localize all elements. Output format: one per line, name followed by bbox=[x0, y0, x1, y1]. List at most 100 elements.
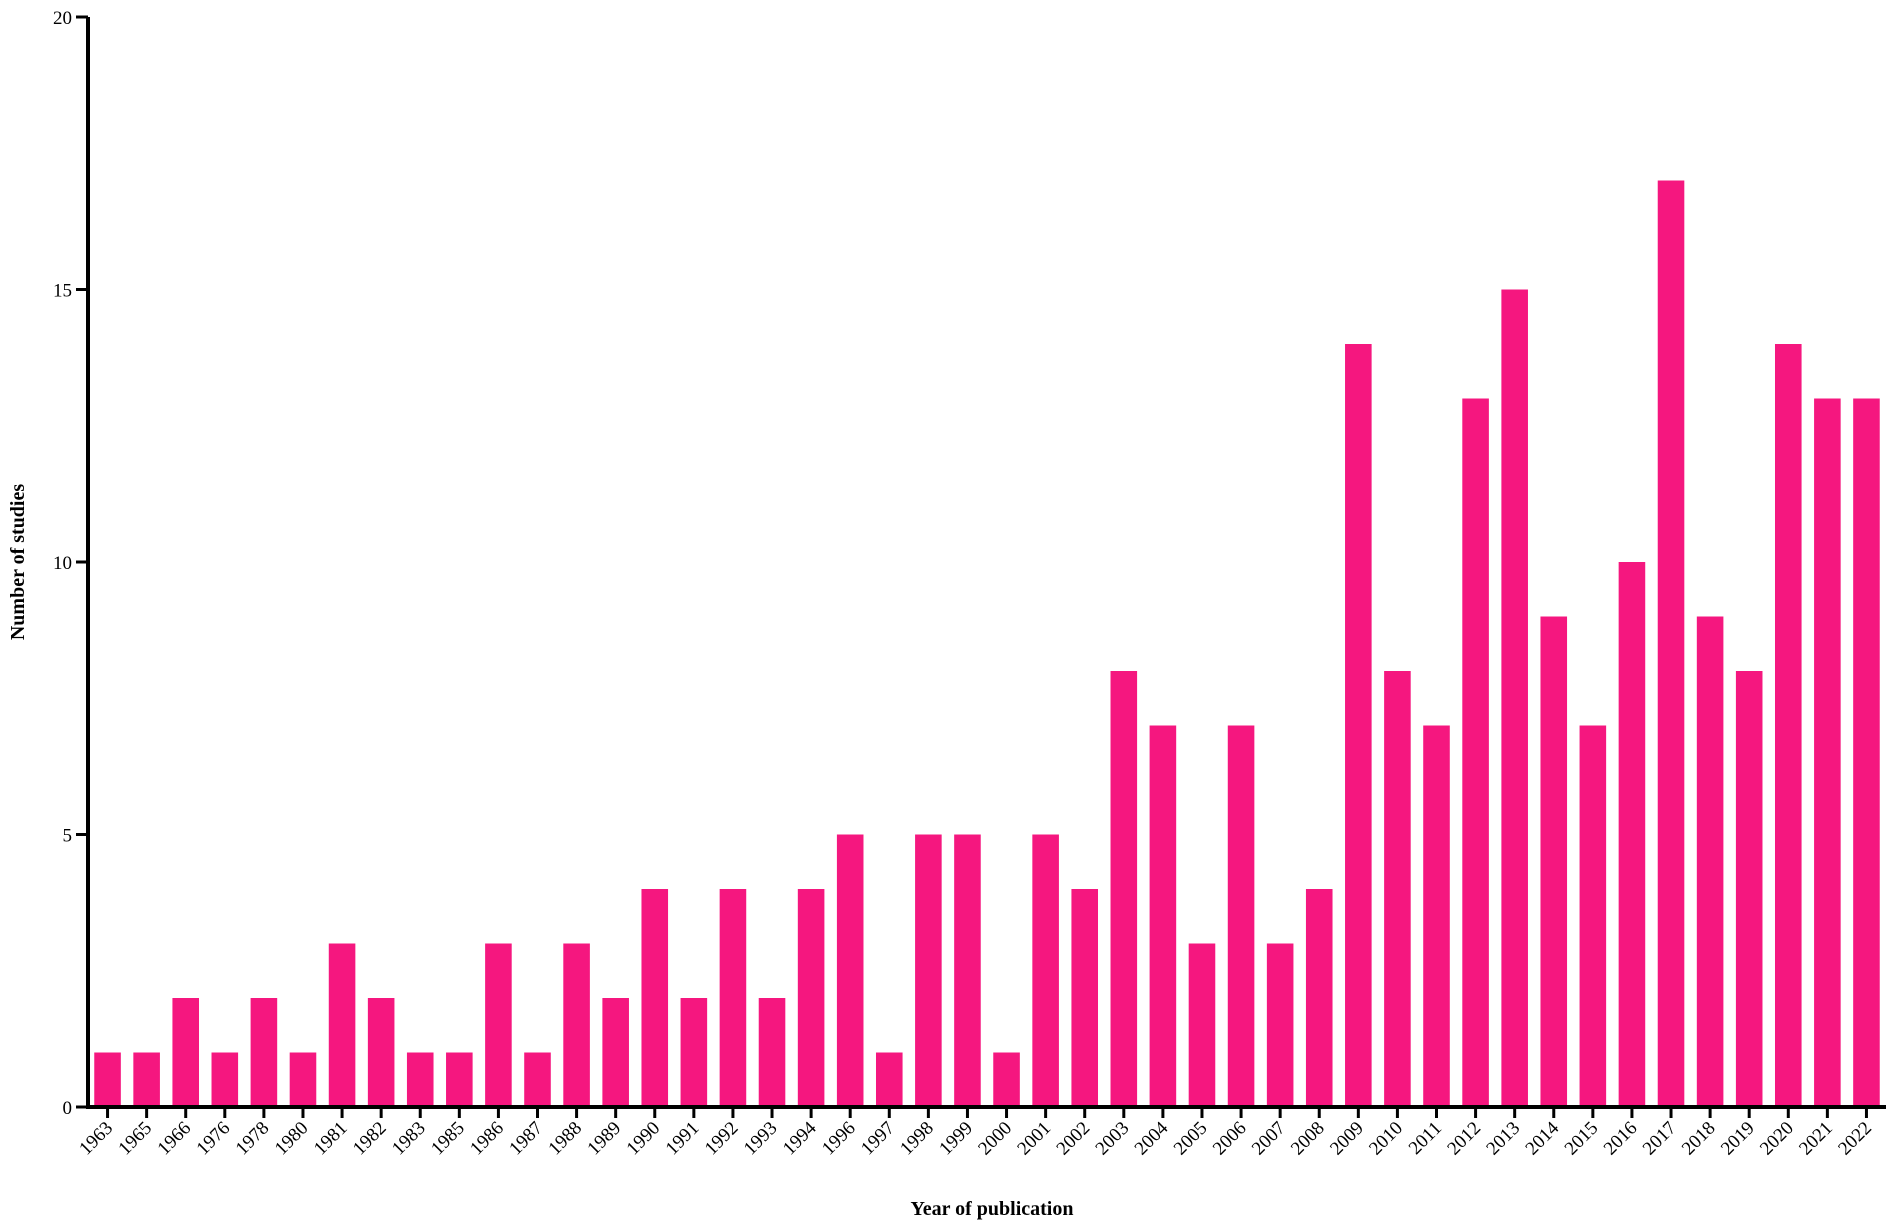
bar-1987 bbox=[524, 1052, 551, 1107]
bar-2005 bbox=[1188, 943, 1216, 1107]
bar-1982 bbox=[367, 998, 395, 1107]
bar-2004 bbox=[1149, 725, 1177, 1107]
x-tick-label: 1983 bbox=[388, 1118, 430, 1160]
x-tick-label: 2000 bbox=[974, 1118, 1016, 1160]
x-tick-label: 2014 bbox=[1522, 1117, 1564, 1159]
bar-1988 bbox=[563, 943, 590, 1107]
x-tick-label: 2004 bbox=[1131, 1117, 1173, 1159]
y-tick-label: 15 bbox=[53, 281, 72, 302]
bar-2003 bbox=[1110, 671, 1138, 1107]
x-axis-title: Year of publication bbox=[911, 1198, 1074, 1220]
x-ticks: 1963196519661976197819801981198219831985… bbox=[75, 1107, 1876, 1159]
y-tick-label: 20 bbox=[53, 8, 72, 29]
bar-2011 bbox=[1423, 725, 1450, 1107]
bar-2010 bbox=[1384, 671, 1411, 1107]
bar-1981 bbox=[328, 943, 356, 1107]
x-tick-label: 1982 bbox=[349, 1118, 391, 1160]
bar-2006 bbox=[1227, 725, 1255, 1107]
bar-2015 bbox=[1579, 725, 1607, 1107]
bar-2001 bbox=[1032, 834, 1059, 1107]
x-tick-label: 1978 bbox=[232, 1118, 274, 1160]
x-tick-label: 1993 bbox=[740, 1118, 782, 1160]
x-tick-label: 2003 bbox=[1092, 1118, 1134, 1160]
bar-1963 bbox=[94, 1052, 121, 1107]
bar-2012 bbox=[1462, 398, 1489, 1107]
bar-1983 bbox=[406, 1052, 434, 1107]
bar-1976 bbox=[211, 1052, 239, 1107]
x-tick-label: 1985 bbox=[427, 1118, 469, 1160]
bar-2000 bbox=[993, 1052, 1020, 1107]
x-tick-label: 1996 bbox=[818, 1118, 860, 1160]
bar-1993 bbox=[758, 998, 786, 1107]
x-tick-label: 1966 bbox=[154, 1118, 196, 1160]
bar-1966 bbox=[172, 998, 200, 1107]
bar-2002 bbox=[1071, 889, 1099, 1107]
x-tick-label: 2002 bbox=[1053, 1118, 1095, 1160]
bar-2014 bbox=[1540, 616, 1568, 1107]
x-tick-label: 2019 bbox=[1717, 1118, 1759, 1160]
bar-2019 bbox=[1735, 671, 1763, 1107]
x-tick-label: 1994 bbox=[779, 1117, 821, 1159]
x-tick-label: 1988 bbox=[544, 1118, 586, 1160]
x-tick-label: 1989 bbox=[583, 1118, 625, 1160]
x-tick-label: 2013 bbox=[1482, 1118, 1524, 1160]
bar-1965 bbox=[133, 1052, 160, 1107]
x-tick-label: 1990 bbox=[623, 1118, 665, 1160]
bar-2017 bbox=[1657, 180, 1685, 1107]
x-tick-label: 2012 bbox=[1443, 1118, 1485, 1160]
x-tick-label: 2007 bbox=[1248, 1118, 1290, 1160]
bar-1991 bbox=[680, 998, 708, 1107]
x-tick-label: 2010 bbox=[1365, 1118, 1407, 1160]
bar-2020 bbox=[1774, 344, 1802, 1107]
x-tick-label: 2006 bbox=[1209, 1118, 1251, 1160]
x-tick-label: 1991 bbox=[662, 1118, 704, 1160]
bar-1989 bbox=[602, 998, 629, 1107]
x-tick-label: 1980 bbox=[271, 1118, 313, 1160]
y-ticks: 0 5 10 15 20 bbox=[53, 8, 88, 1119]
x-tick-label: 1986 bbox=[466, 1118, 508, 1160]
x-tick-label: 1976 bbox=[193, 1118, 235, 1160]
x-tick-label: 1963 bbox=[75, 1118, 117, 1160]
bar-2013 bbox=[1501, 289, 1528, 1107]
bar-1996 bbox=[836, 834, 864, 1107]
x-tick-label: 2015 bbox=[1561, 1118, 1603, 1160]
bar-1994 bbox=[797, 889, 825, 1107]
bar-1978 bbox=[250, 998, 278, 1107]
x-tick-label: 2020 bbox=[1756, 1118, 1798, 1160]
x-tick-label: 1987 bbox=[505, 1118, 547, 1160]
x-tick-label: 2005 bbox=[1170, 1118, 1212, 1160]
y-axis-title: Number of studies bbox=[7, 484, 29, 641]
y-tick-label: 0 bbox=[63, 1098, 73, 1119]
x-tick-label: 2011 bbox=[1405, 1118, 1446, 1159]
bar-1990 bbox=[641, 889, 669, 1107]
bar-1986 bbox=[485, 943, 512, 1107]
x-tick-label: 2021 bbox=[1795, 1118, 1837, 1160]
bar-1980 bbox=[289, 1052, 317, 1107]
bar-1985 bbox=[446, 1052, 473, 1107]
x-tick-label: 1981 bbox=[310, 1118, 352, 1160]
bar-1998 bbox=[915, 834, 942, 1107]
bars-group bbox=[94, 180, 1880, 1107]
bar-2022 bbox=[1853, 398, 1880, 1107]
y-tick-label: 5 bbox=[63, 826, 73, 847]
bar-2007 bbox=[1266, 943, 1294, 1107]
x-tick-label: 2017 bbox=[1639, 1118, 1681, 1160]
bar-1997 bbox=[875, 1052, 903, 1107]
x-tick-label: 2009 bbox=[1326, 1118, 1368, 1160]
bar-2016 bbox=[1618, 562, 1646, 1107]
bar-2018 bbox=[1696, 616, 1724, 1107]
bar-2009 bbox=[1345, 344, 1372, 1107]
x-tick-label: 2022 bbox=[1834, 1118, 1876, 1160]
x-tick-label: 1999 bbox=[935, 1118, 977, 1160]
x-tick-label: 1965 bbox=[114, 1118, 156, 1160]
x-tick-label: 1997 bbox=[857, 1118, 899, 1160]
bar-2008 bbox=[1305, 889, 1333, 1107]
x-tick-label: 1998 bbox=[896, 1118, 938, 1160]
x-tick-label: 2008 bbox=[1287, 1118, 1329, 1160]
x-tick-label: 2016 bbox=[1600, 1118, 1642, 1160]
x-tick-label: 2001 bbox=[1013, 1118, 1055, 1160]
bar-1999 bbox=[954, 834, 981, 1107]
x-tick-label: 2018 bbox=[1678, 1118, 1720, 1160]
bar-2021 bbox=[1814, 398, 1841, 1107]
